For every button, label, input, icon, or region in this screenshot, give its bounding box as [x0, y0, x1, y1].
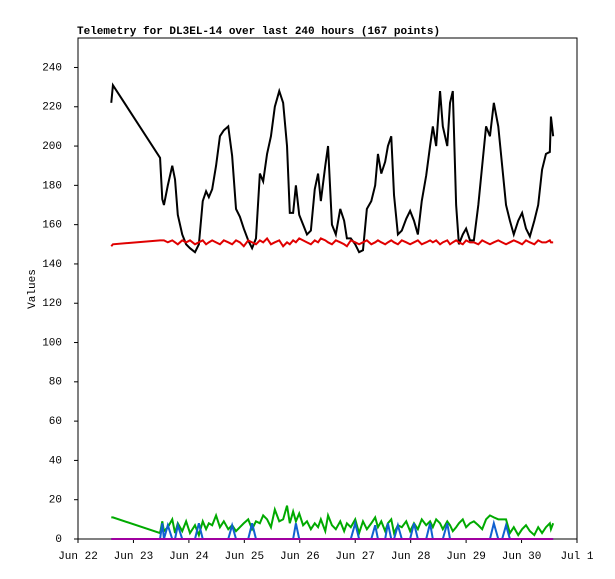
y-tick-label: 120	[42, 298, 62, 310]
y-tick-label: 180	[42, 180, 62, 192]
y-tick-label: 200	[42, 141, 62, 153]
series-line	[110, 82, 555, 254]
x-tick-label: Jun 29	[446, 551, 486, 563]
series-line	[111, 505, 555, 539]
y-tick-label: 240	[42, 62, 62, 74]
y-tick-label: 40	[49, 455, 62, 467]
y-tick-label: 160	[42, 220, 62, 232]
y-axis-label: Values	[27, 269, 39, 309]
x-tick-label: Jun 28	[391, 551, 431, 563]
y-tick-label: 100	[42, 337, 62, 349]
x-tick-label: Jun 30	[502, 551, 542, 563]
x-tick-label: Jun 27	[335, 551, 375, 563]
x-tick-label: Jun 25	[225, 551, 265, 563]
x-tick-label: Jun 26	[280, 551, 320, 563]
y-tick-label: 60	[49, 416, 62, 428]
x-tick-label: Jun 22	[58, 551, 98, 563]
y-tick-label: 20	[49, 495, 62, 507]
y-tick-label: 0	[55, 534, 62, 546]
x-tick-label: Jun 24	[169, 551, 209, 563]
plot-frame	[77, 37, 578, 540]
y-tick-label: 220	[42, 102, 62, 114]
x-tick-label: Jun 23	[114, 551, 154, 563]
x-tick-label: Jul 1	[560, 551, 593, 563]
y-tick-label: 140	[42, 259, 62, 271]
chart-title: Telemetry for DL3EL-14 over last 240 hou…	[77, 26, 440, 38]
series-line	[110, 236, 554, 248]
y-tick-label: 80	[49, 377, 62, 389]
